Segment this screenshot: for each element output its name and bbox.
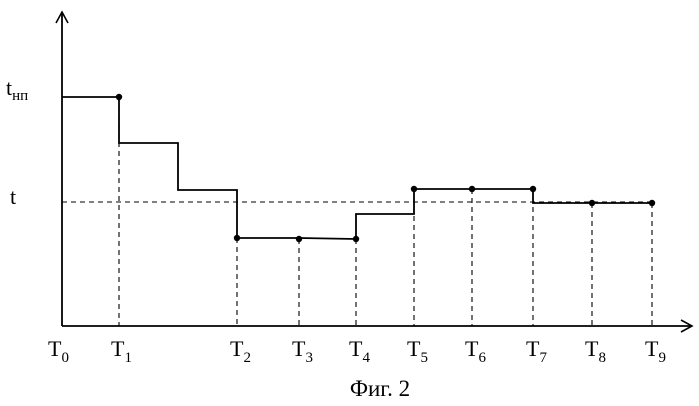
sample-point-T4 <box>353 236 359 242</box>
x-label-T7: T7 <box>526 336 547 366</box>
sample-point-T8 <box>589 200 595 206</box>
sample-point-T6 <box>469 186 475 192</box>
sample-point-T1 <box>116 94 122 100</box>
y-label-upper: tнп <box>6 75 28 104</box>
x-label-T5: T5 <box>407 336 428 366</box>
x-label-T3: T3 <box>292 336 313 366</box>
x-label-T9: T9 <box>645 336 666 366</box>
step-curve <box>62 97 652 239</box>
figure-caption: Фиг. 2 <box>350 376 410 401</box>
sample-point-T9 <box>649 200 655 206</box>
sample-point-T5 <box>411 186 417 192</box>
y-label-level: t <box>10 184 16 209</box>
x-label-T6: T6 <box>465 336 486 366</box>
x-label-T0: T0 <box>48 336 69 366</box>
x-label-T4: T4 <box>349 336 370 366</box>
x-label-T2: T2 <box>230 336 251 366</box>
sample-point-T7 <box>530 186 536 192</box>
x-label-T1: T1 <box>111 336 132 366</box>
x-label-T8: T8 <box>585 336 606 366</box>
sample-point-T3 <box>296 236 302 242</box>
sample-point-T2 <box>234 235 240 241</box>
